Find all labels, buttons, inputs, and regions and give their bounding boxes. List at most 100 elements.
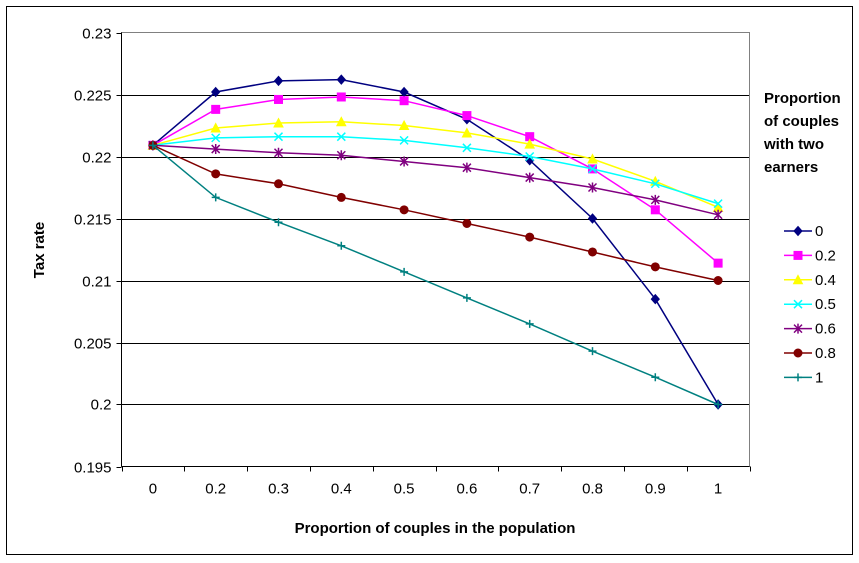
series-line xyxy=(152,135,719,205)
data-point xyxy=(336,92,346,102)
data-point xyxy=(462,162,472,173)
gridlines xyxy=(121,95,750,405)
data-point xyxy=(211,193,220,202)
data-point xyxy=(399,205,409,215)
legend-label: 0.2 xyxy=(815,247,836,264)
series-1 xyxy=(148,141,723,409)
data-point xyxy=(462,111,472,121)
series-line xyxy=(152,121,719,208)
series-line xyxy=(152,96,719,264)
legend-label: 0.6 xyxy=(815,321,836,338)
x-tick-label: 0.9 xyxy=(645,481,666,498)
legend-label: 0.5 xyxy=(815,296,836,313)
data-point xyxy=(274,218,283,227)
data-point xyxy=(148,141,157,150)
data-point xyxy=(400,267,409,276)
data-point xyxy=(336,74,346,85)
data-point xyxy=(211,86,221,98)
legend-marker xyxy=(793,323,803,334)
axes: 0.195 0.2 0.205 0.21 0.215 0.22 0.225 0.23 0 0.2 0… xyxy=(74,26,751,498)
data-point xyxy=(462,293,471,302)
data-point xyxy=(525,319,534,328)
data-point xyxy=(461,127,473,138)
y-tick-label: 0.225 xyxy=(74,88,112,105)
y-tick-label: 0.23 xyxy=(82,26,111,43)
y-tick-label: 0.22 xyxy=(82,150,111,167)
legend-item-1: 1 xyxy=(784,369,823,386)
data-point xyxy=(399,96,409,106)
data-point xyxy=(336,132,346,142)
legend-marker xyxy=(793,299,803,309)
data-point xyxy=(525,151,535,162)
data-point xyxy=(273,147,284,158)
legend-title: Proportion of couples with two earners xyxy=(763,90,841,176)
x-tick-label: 0 xyxy=(149,481,157,498)
data-point xyxy=(524,138,536,149)
data-point xyxy=(274,94,283,104)
data-point xyxy=(462,143,472,153)
data-point xyxy=(650,194,660,205)
series-line xyxy=(152,144,719,406)
data-point xyxy=(273,75,284,87)
legend-label: 0.8 xyxy=(815,345,836,362)
x-tick-label: 1 xyxy=(714,481,722,498)
legend-label: 0 xyxy=(815,223,823,240)
data-point xyxy=(587,182,598,193)
legend-marker xyxy=(793,225,803,237)
x-tick-label: 0.3 xyxy=(268,481,289,498)
x-tick-label: 0.7 xyxy=(519,481,540,498)
data-point xyxy=(650,262,660,272)
data-point xyxy=(587,153,598,164)
data-point xyxy=(211,144,221,155)
x-axis-title: Proportion of couples in the population xyxy=(295,520,576,537)
data-point xyxy=(713,199,723,209)
series-line xyxy=(152,144,719,282)
data-point xyxy=(651,373,660,382)
legend-marker xyxy=(792,274,804,285)
data-point xyxy=(587,213,598,224)
data-point xyxy=(713,276,723,285)
x-tick-label: 0.6 xyxy=(456,481,477,498)
x-tick-label: 0.5 xyxy=(394,481,415,498)
data-point xyxy=(462,218,472,228)
x-tick-label: 0.4 xyxy=(331,481,352,498)
chart-border xyxy=(6,6,853,555)
series-0.6 xyxy=(148,140,723,220)
data-point xyxy=(650,293,660,305)
data-point xyxy=(714,400,723,409)
legend-item-0.5: 0.5 xyxy=(784,296,836,313)
data-point xyxy=(588,347,597,356)
legend-marker xyxy=(793,250,803,260)
series-lines xyxy=(147,74,724,410)
y-tick-label: 0.195 xyxy=(74,460,112,477)
x-tick-label: 0.8 xyxy=(582,481,603,498)
data-point xyxy=(525,172,535,183)
data-point xyxy=(273,132,284,142)
data-point xyxy=(336,192,346,202)
legend-item-0.8: 0.8 xyxy=(784,345,836,362)
data-point xyxy=(336,150,346,161)
legend-item-0.4: 0.4 xyxy=(784,272,836,289)
data-point xyxy=(211,104,221,114)
legend-marker xyxy=(794,373,802,382)
legend-label: 1 xyxy=(815,369,823,386)
data-point xyxy=(398,119,410,130)
data-point xyxy=(211,169,221,179)
data-point xyxy=(525,232,535,242)
y-tick-label: 0.215 xyxy=(74,212,112,229)
data-point xyxy=(274,179,283,189)
data-point xyxy=(713,209,723,220)
legend-item-0.2: 0.2 xyxy=(784,247,836,264)
data-point xyxy=(210,122,222,133)
data-point xyxy=(650,179,660,189)
legend-item-0.6: 0.6 xyxy=(784,321,836,338)
data-point xyxy=(587,164,598,174)
x-tick-label: 0.2 xyxy=(205,481,226,498)
data-point xyxy=(588,247,597,257)
data-point xyxy=(273,117,284,128)
series-line xyxy=(152,144,719,216)
data-point xyxy=(337,241,346,250)
y-tick-label: 0.2 xyxy=(91,397,112,414)
legend: Proportion of couples with two earners 0 0.2 0… xyxy=(763,90,841,386)
